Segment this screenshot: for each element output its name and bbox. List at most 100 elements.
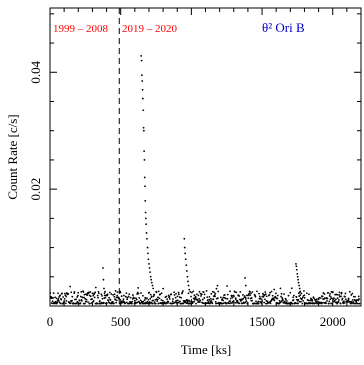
data-point xyxy=(341,297,344,300)
data-point xyxy=(146,237,148,240)
data-point xyxy=(119,291,122,294)
data-point xyxy=(107,299,110,302)
data-point xyxy=(104,296,107,299)
data-point xyxy=(354,295,356,298)
data-point xyxy=(159,293,162,296)
source-label: θ² Ori B xyxy=(262,20,305,35)
data-point xyxy=(327,291,330,294)
data-point xyxy=(216,302,218,305)
data-point xyxy=(264,298,266,301)
data-point xyxy=(138,297,141,299)
data-point xyxy=(145,223,148,226)
data-point xyxy=(188,300,191,303)
data-point xyxy=(190,291,193,294)
data-point xyxy=(257,302,260,305)
data-point xyxy=(94,291,97,294)
era-label-early: 1999 – 2008 xyxy=(53,23,109,35)
data-point xyxy=(149,297,152,300)
y-tick-label: 0.02 xyxy=(28,178,43,201)
data-point xyxy=(210,300,213,303)
data-point xyxy=(208,295,211,298)
data-point xyxy=(61,292,63,295)
data-point xyxy=(301,297,303,300)
data-point xyxy=(358,302,361,305)
data-point xyxy=(229,300,232,303)
data-point xyxy=(325,302,327,305)
data-point xyxy=(75,298,77,301)
data-point xyxy=(275,292,277,295)
data-point xyxy=(148,263,150,265)
data-point xyxy=(113,295,116,298)
data-point xyxy=(226,293,229,296)
data-point xyxy=(187,292,190,295)
data-point xyxy=(335,298,337,301)
data-point xyxy=(245,300,248,303)
data-point xyxy=(83,296,86,299)
data-point xyxy=(142,129,145,132)
data-point xyxy=(69,285,72,288)
data-point xyxy=(125,301,128,304)
data-point xyxy=(236,301,239,303)
data-point xyxy=(83,293,86,296)
data-point xyxy=(268,293,271,296)
data-point xyxy=(264,293,267,296)
data-point xyxy=(180,296,183,299)
data-point xyxy=(269,291,271,294)
data-point xyxy=(350,300,353,303)
data-point xyxy=(326,297,329,300)
data-point xyxy=(348,290,351,293)
data-point xyxy=(210,298,212,300)
data-point xyxy=(121,301,124,304)
data-point xyxy=(124,302,127,305)
data-point xyxy=(323,297,326,300)
data-point xyxy=(151,302,154,305)
data-point xyxy=(315,300,317,303)
data-point xyxy=(156,300,159,303)
data-point xyxy=(145,232,148,234)
data-point xyxy=(114,298,117,301)
data-point xyxy=(253,302,256,305)
data-point xyxy=(282,299,284,302)
data-point xyxy=(329,293,331,295)
data-point xyxy=(115,296,118,299)
data-point xyxy=(103,294,106,297)
data-point xyxy=(234,301,237,304)
data-point xyxy=(338,294,341,296)
data-point xyxy=(154,298,157,301)
data-point xyxy=(147,298,150,301)
data-point xyxy=(198,297,201,300)
data-point xyxy=(300,292,303,295)
data-point xyxy=(330,297,333,300)
data-point xyxy=(122,294,125,297)
data-point xyxy=(183,246,186,249)
data-point xyxy=(290,287,293,290)
data-point xyxy=(283,293,285,296)
data-point xyxy=(214,292,217,295)
data-point xyxy=(87,301,89,303)
data-point xyxy=(241,294,244,296)
data-point xyxy=(161,299,164,302)
data-point xyxy=(174,296,177,299)
data-point xyxy=(126,298,129,301)
data-point xyxy=(148,267,151,269)
data-point xyxy=(187,284,190,287)
data-point xyxy=(273,299,276,302)
data-point xyxy=(120,295,123,298)
data-point xyxy=(102,267,104,269)
data-point xyxy=(298,287,301,290)
data-point xyxy=(222,302,225,305)
data-point xyxy=(144,185,146,188)
data-point xyxy=(187,280,189,283)
data-point xyxy=(335,301,338,304)
data-point xyxy=(200,295,202,297)
data-point xyxy=(94,286,97,289)
data-point xyxy=(249,291,251,293)
data-point xyxy=(251,299,253,302)
data-point xyxy=(297,299,300,301)
data-point xyxy=(175,299,178,302)
data-point xyxy=(177,291,180,294)
data-point xyxy=(193,298,196,301)
data-point xyxy=(142,294,144,297)
data-point xyxy=(83,302,86,305)
data-point xyxy=(158,302,160,305)
